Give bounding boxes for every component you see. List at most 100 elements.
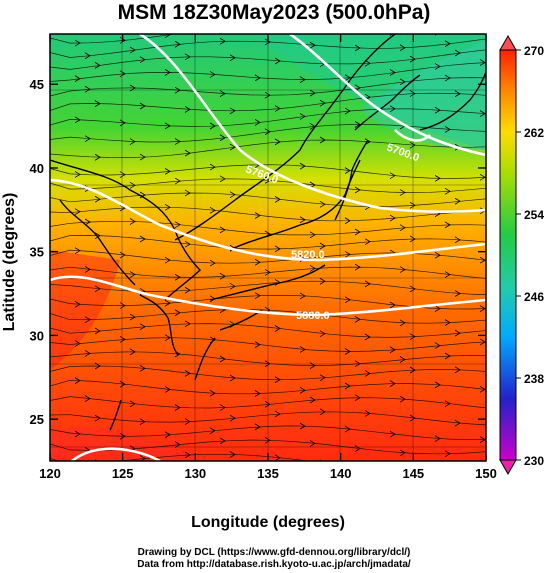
flow-arrow xyxy=(184,106,191,113)
flow-arrow xyxy=(299,216,306,224)
streamline xyxy=(50,49,486,70)
flow-arrow xyxy=(299,386,306,394)
flow-arrow xyxy=(354,121,361,128)
flow-arrow xyxy=(274,57,281,65)
x-tick-label: 125 xyxy=(112,466,134,481)
colorbar-tick-label: 238 xyxy=(524,372,544,386)
svg-text:5880.0: 5880.0 xyxy=(296,310,330,322)
streamline xyxy=(50,280,486,296)
flow-arrow xyxy=(219,37,226,45)
flow-arrow xyxy=(319,330,326,338)
colorbar-tick-label: 254 xyxy=(524,208,544,222)
streamline xyxy=(50,249,486,264)
flow-arrow xyxy=(274,325,281,332)
flow-arrow xyxy=(399,449,406,457)
flow-arrow xyxy=(129,138,136,145)
flow-arrow xyxy=(254,212,261,219)
flow-arrow xyxy=(209,71,216,78)
flow-arrow xyxy=(409,333,416,341)
flow-arrow xyxy=(319,277,326,285)
flow-arrow xyxy=(309,396,316,404)
flow-arrow xyxy=(364,59,371,67)
flow-arrow xyxy=(94,195,101,203)
flow-arrow xyxy=(444,221,451,229)
streamline xyxy=(50,411,486,426)
flow-arrow xyxy=(319,374,326,382)
flow-arrow xyxy=(119,302,126,309)
flow-arrow xyxy=(74,39,81,47)
flow-arrow xyxy=(479,173,486,181)
flow-arrow xyxy=(365,464,370,470)
flow-arrow xyxy=(399,319,406,327)
flow-arrow xyxy=(409,414,416,422)
flow-arrow xyxy=(119,432,126,440)
flow-arrow xyxy=(454,419,461,427)
flow-arrow xyxy=(409,90,416,97)
flow-arrow xyxy=(74,116,81,124)
flow-arrow xyxy=(434,381,441,389)
flow-arrow xyxy=(399,189,406,196)
flow-arrow xyxy=(255,23,260,29)
flow-arrow xyxy=(229,191,236,199)
flow-arrow xyxy=(174,309,181,317)
flow-arrow xyxy=(454,49,461,57)
flow-arrow xyxy=(164,431,171,439)
flow-arrow xyxy=(319,408,326,416)
flow-arrow xyxy=(479,436,486,443)
flow-arrow xyxy=(454,236,461,244)
streamline xyxy=(50,323,486,338)
flow-arrow xyxy=(139,418,146,426)
flow-arrow xyxy=(74,377,81,384)
flow-arrow xyxy=(354,228,361,236)
streamline xyxy=(50,62,486,82)
plot-title: MSM 18Z30May2023 (500.0hPa) xyxy=(117,1,431,24)
flow-arrow xyxy=(319,200,326,208)
flow-arrow xyxy=(84,266,91,273)
flow-arrow xyxy=(84,218,91,226)
colorbar: 230 238 246 254 262 270 xyxy=(499,34,544,476)
flow-arrow xyxy=(164,168,171,175)
flow-arrow xyxy=(345,26,350,32)
y-tick-label: 40 xyxy=(30,161,44,176)
flow-arrow xyxy=(129,218,136,225)
flow-arrow xyxy=(319,242,326,250)
flow-arrow xyxy=(344,348,351,355)
flow-arrow xyxy=(274,410,281,418)
flow-arrow xyxy=(139,365,146,372)
flow-arrow xyxy=(309,41,316,49)
flow-arrow xyxy=(299,292,306,300)
flow-arrow xyxy=(219,90,226,97)
flow-arrow xyxy=(229,374,236,382)
streamline xyxy=(50,235,486,250)
flow-arrow xyxy=(184,286,191,294)
flow-arrow xyxy=(84,350,91,357)
flow-arrow xyxy=(174,404,181,411)
flow-arrow xyxy=(94,414,101,422)
flow-arrow xyxy=(354,394,361,402)
flow-arrow xyxy=(399,44,406,52)
flow-arrow xyxy=(229,107,236,115)
credit-data: Data from http://database.rish.kyoto-u.a… xyxy=(137,559,411,570)
flow-arrow xyxy=(264,38,271,46)
flow-arrow xyxy=(229,414,236,422)
flow-arrow xyxy=(344,296,351,304)
flow-arrow xyxy=(364,333,371,341)
streamline xyxy=(50,108,486,127)
flow-arrow xyxy=(139,56,146,64)
flow-arrow xyxy=(444,74,451,82)
flow-arrow xyxy=(274,245,281,253)
flow-arrow xyxy=(219,175,226,183)
flow-arrow xyxy=(209,259,216,267)
flow-arrow xyxy=(444,187,451,195)
flow-arrow xyxy=(184,53,191,61)
flow-arrow xyxy=(344,251,351,258)
flow-arrow xyxy=(299,162,306,170)
flow-arrow xyxy=(84,316,91,324)
flow-arrow xyxy=(164,122,171,130)
flow-arrow xyxy=(480,25,485,31)
flow-arrow xyxy=(389,69,396,76)
flow-arrow xyxy=(174,138,181,145)
flow-arrow xyxy=(364,410,371,417)
flow-arrow xyxy=(274,196,281,203)
y-tick-label: 45 xyxy=(30,77,44,92)
